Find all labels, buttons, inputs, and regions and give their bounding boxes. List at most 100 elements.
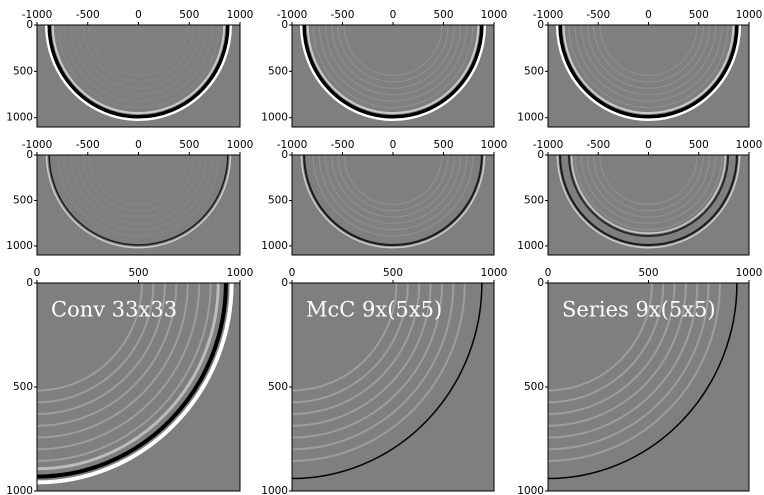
y-tick-label: 1000 [517, 112, 544, 124]
y-tick-label: 1000 [517, 485, 544, 495]
wavefront [300, 155, 486, 249]
x-tick-label: -1000 [22, 9, 53, 21]
y-tick-label: 1000 [261, 240, 288, 252]
y-tick-label: 500 [13, 381, 33, 393]
wavefront [37, 283, 178, 427]
wavefront [45, 155, 232, 249]
y-tick-label: 500 [524, 381, 544, 393]
wavefront [37, 283, 155, 404]
x-tick-label: -500 [76, 139, 100, 151]
wavefront [556, 155, 741, 249]
wavefront [51, 25, 226, 114]
wavefront [88, 155, 189, 205]
wavefront [548, 283, 699, 439]
wavefront [292, 283, 432, 427]
wavefront [292, 283, 398, 392]
wavefront [574, 25, 723, 102]
y-tick-label: 500 [268, 381, 288, 393]
wavefront [337, 25, 449, 83]
wavefront [37, 283, 220, 471]
image-background [292, 25, 494, 127]
image-background [548, 25, 749, 127]
x-tick-label: 1000 [736, 9, 763, 21]
x-tick-label: -500 [331, 9, 355, 21]
wavefront [324, 25, 462, 96]
y-tick-label: 1000 [517, 240, 544, 252]
wavefront [599, 155, 698, 205]
y-tick-label: 1000 [6, 112, 33, 124]
x-tick-label: 0 [545, 267, 552, 279]
x-tick-label: -500 [76, 9, 100, 21]
wavefront [343, 155, 443, 205]
wavefront [76, 155, 201, 218]
image-background [37, 25, 240, 127]
wavefront [292, 283, 466, 462]
x-tick-label: -500 [586, 9, 610, 21]
panel [292, 25, 494, 127]
y-tick-label: 0 [537, 149, 544, 161]
wavefront [586, 25, 711, 89]
wavefront [548, 283, 653, 392]
wavefront [48, 155, 229, 246]
y-tick-label: 1000 [6, 240, 33, 252]
wavefront [63, 25, 214, 102]
y-tick-label: 500 [524, 65, 544, 77]
wavefront [318, 25, 468, 102]
y-tick-label: 0 [26, 149, 33, 161]
y-tick-label: 500 [13, 65, 33, 77]
panel [548, 155, 749, 255]
wavefront [57, 155, 220, 237]
x-tick-label: -500 [331, 139, 355, 151]
y-tick-label: 0 [537, 19, 544, 31]
wavefront [331, 155, 455, 218]
x-tick-label: -1000 [22, 139, 53, 151]
image-background [292, 283, 494, 491]
x-tick-label: 500 [179, 9, 199, 21]
x-tick-label: 0 [135, 139, 142, 151]
x-tick-label: 0 [645, 9, 652, 21]
wavefront [580, 25, 717, 96]
wavefront [593, 25, 704, 83]
wavefront [292, 283, 455, 451]
x-tick-label: 500 [433, 139, 453, 151]
y-tick-label: 0 [281, 19, 288, 31]
wavefront [562, 25, 735, 114]
wavefront [312, 25, 474, 109]
x-tick-label: 1000 [227, 139, 254, 151]
x-tick-label: 0 [390, 9, 397, 21]
wavefront [548, 283, 710, 451]
y-tick-label: 500 [13, 194, 33, 206]
wavefront [302, 25, 484, 119]
wavefront [559, 155, 738, 246]
y-tick-label: 0 [281, 277, 288, 289]
x-tick-label: 1000 [736, 139, 763, 151]
wavefront [555, 25, 742, 121]
x-tick-label: 0 [390, 139, 397, 151]
wavefront [318, 155, 468, 230]
wavefront [548, 283, 721, 462]
x-tick-label: 500 [689, 9, 709, 21]
wavefront [586, 155, 711, 218]
wavefront [548, 283, 665, 404]
wavefront [306, 25, 480, 115]
wavefront [57, 25, 220, 109]
wavefront [599, 25, 698, 76]
wavefront [76, 25, 201, 89]
x-tick-label: 500 [433, 9, 453, 21]
wavefront [548, 283, 676, 415]
wavefront [312, 155, 474, 237]
wavefront [63, 155, 214, 231]
wavefront [82, 25, 195, 83]
image-background [37, 283, 240, 491]
panel [292, 283, 494, 491]
wavefront [70, 25, 207, 96]
y-tick-label: 1000 [261, 485, 288, 495]
y-tick-label: 1000 [261, 112, 288, 124]
y-tick-label: 0 [26, 19, 33, 31]
wavefront [88, 25, 189, 76]
x-tick-label: 500 [638, 267, 658, 279]
wavefront [580, 155, 717, 224]
x-tick-label: 1000 [227, 9, 254, 21]
wavefront [37, 283, 234, 485]
y-tick-label: 1000 [6, 485, 33, 495]
